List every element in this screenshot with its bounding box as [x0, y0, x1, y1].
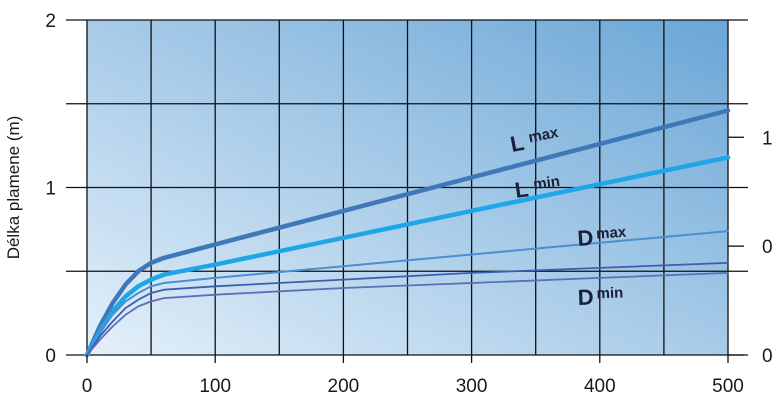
series-line-d-mid	[86, 262, 729, 356]
right-axis-tick-label: 0	[762, 237, 773, 258]
series-label-letter: L	[513, 176, 530, 203]
series-label-suffix: max	[527, 124, 560, 147]
series-label-letter: D	[577, 225, 595, 251]
y-tick-label: 0	[45, 346, 56, 367]
series-line-d-max	[86, 230, 729, 356]
x-tick-label: 200	[328, 376, 360, 397]
series-label-letter: D	[577, 284, 594, 310]
x-tick-label: 300	[456, 376, 488, 397]
y-axis-title: Délka plamene (m)	[4, 116, 23, 260]
grid	[66, 19, 748, 356]
y-tick-label: 1	[45, 179, 56, 200]
series-line-l-min	[84, 155, 731, 358]
x-tick-label: 100	[199, 376, 231, 397]
x-tick-label: 400	[584, 376, 616, 397]
series-line-l-max	[84, 108, 731, 358]
series-layer	[84, 108, 731, 358]
series-label-suffix: min	[532, 173, 561, 194]
right-axis-tick-label: 1	[762, 128, 773, 149]
series-label-suffix: min	[596, 284, 623, 302]
right-axis-tick-label: 0	[762, 346, 773, 367]
x-tick-label: 500	[712, 376, 744, 397]
series-line-d-min	[86, 272, 729, 356]
x-tick-label: 0	[82, 376, 93, 397]
series-label-suffix: max	[596, 224, 628, 243]
series-label-letter: L	[508, 130, 526, 157]
y-tick-label: 2	[45, 11, 56, 32]
